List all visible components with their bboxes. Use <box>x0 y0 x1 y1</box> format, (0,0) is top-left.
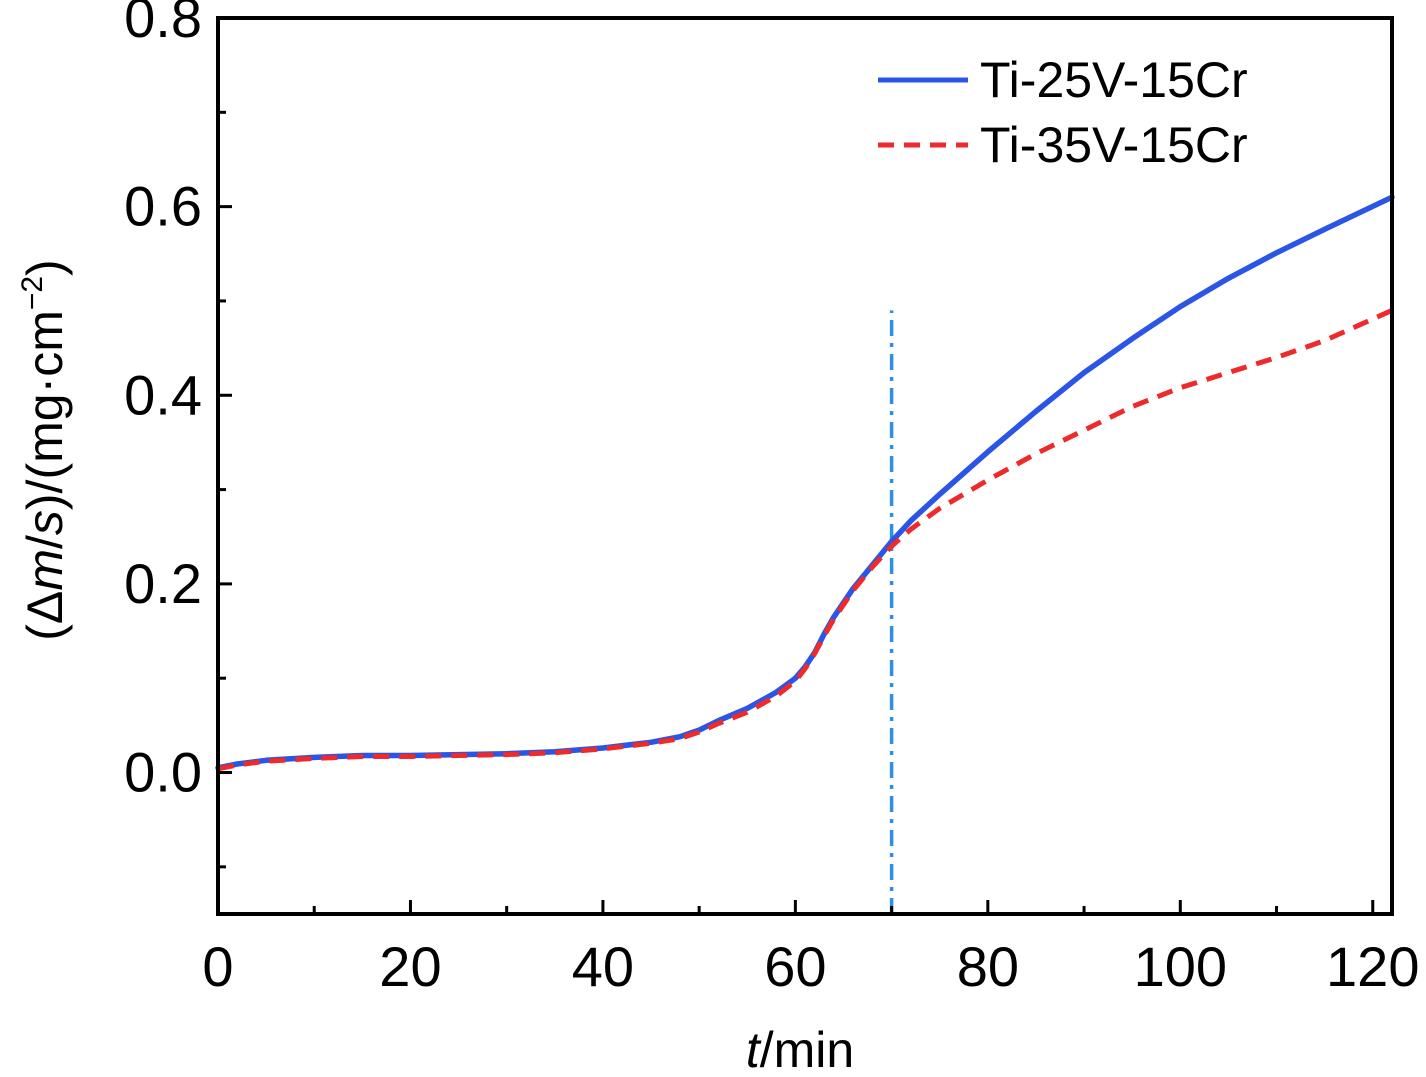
y-axis-title-part2: / <box>17 535 73 549</box>
y-axis-title-m: m <box>17 549 73 591</box>
series-line-ti-25v-15cr <box>215 194 1395 771</box>
series-line-ti-35v-15cr <box>217 308 1394 772</box>
legend-label-ti-25v-15cr: Ti-25V-15Cr <box>980 52 1248 108</box>
x-axis-title-variable: t <box>746 1022 762 1077</box>
y-axis-title-part1: (Δ <box>17 591 73 641</box>
x-tick-label: 60 <box>764 935 826 998</box>
x-tick-label: 0 <box>202 935 233 998</box>
y-axis-title: (Δm/s)/(mg·cm−2) <box>16 259 73 640</box>
legend-label-ti-35v-15cr: Ti-35V-15Cr <box>980 117 1248 173</box>
x-tick-label: 40 <box>572 935 634 998</box>
y-axis-title-superscript: −2 <box>16 276 49 310</box>
y-tick-label: 0.4 <box>124 363 202 426</box>
legend: Ti-25V-15Cr Ti-35V-15Cr <box>878 52 1248 173</box>
x-axis-title: t/min <box>746 1022 854 1077</box>
x-tick-label: 20 <box>379 935 441 998</box>
x-tick-label: 100 <box>1134 935 1227 998</box>
y-axis-title-part3: )/(mg·cm <box>17 310 73 510</box>
y-tick-label: 0.8 <box>124 0 202 49</box>
y-axis-title-s: s <box>17 510 73 535</box>
x-tick-label: 80 <box>957 935 1019 998</box>
y-axis-title-part4: ) <box>17 259 73 276</box>
x-axis-title-unit: /min <box>760 1022 854 1077</box>
x-tick-label: 120 <box>1326 935 1419 998</box>
series-layer <box>215 194 1395 772</box>
ticks-layer: 0 20 40 60 80 100 120 0.0 0.2 0.4 0.6 0.8 <box>124 0 1419 998</box>
plot-frame <box>216 16 1394 916</box>
y-tick-label: 0.0 <box>124 741 202 804</box>
y-tick-label: 0.6 <box>124 175 202 238</box>
y-tick-label: 0.2 <box>124 552 202 615</box>
